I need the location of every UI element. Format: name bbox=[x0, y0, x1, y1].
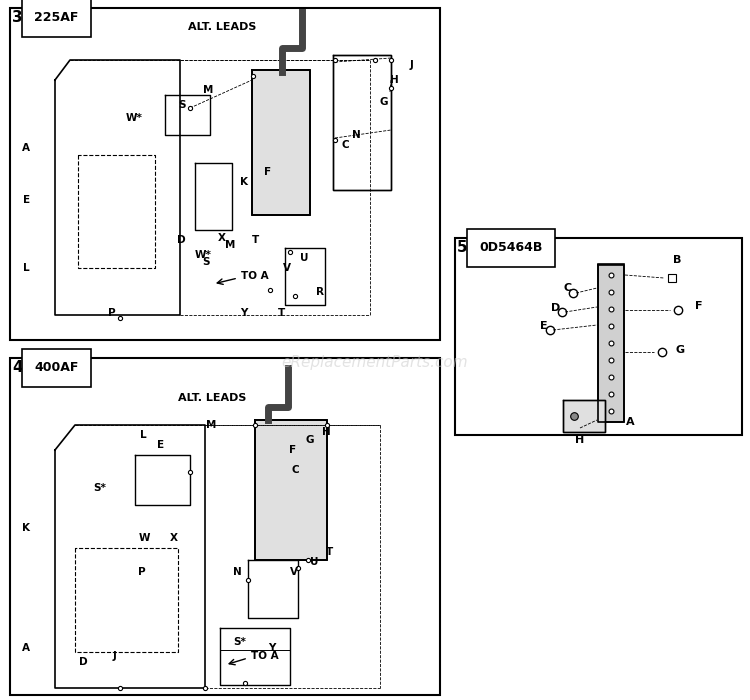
Text: F: F bbox=[264, 167, 272, 177]
Text: TO A: TO A bbox=[251, 651, 279, 661]
Text: T: T bbox=[326, 547, 333, 557]
Text: L: L bbox=[23, 263, 30, 273]
Text: W*: W* bbox=[126, 113, 143, 123]
Text: S*: S* bbox=[233, 637, 246, 647]
Text: F: F bbox=[289, 445, 296, 455]
Text: J: J bbox=[410, 60, 414, 70]
Text: M: M bbox=[206, 420, 216, 430]
Text: C: C bbox=[342, 140, 350, 150]
Text: S: S bbox=[202, 257, 210, 267]
Text: 0D5464B: 0D5464B bbox=[479, 241, 542, 254]
Text: D: D bbox=[177, 235, 186, 245]
Text: U: U bbox=[300, 253, 308, 263]
Text: H: H bbox=[390, 75, 399, 85]
Text: K: K bbox=[240, 177, 248, 187]
Bar bbox=[10, 8, 440, 340]
Text: X: X bbox=[218, 233, 226, 243]
Bar bbox=[252, 70, 310, 215]
Text: N: N bbox=[352, 130, 361, 140]
Text: P: P bbox=[108, 308, 116, 318]
Text: E: E bbox=[540, 321, 548, 331]
Text: Y: Y bbox=[240, 308, 248, 318]
Text: R: R bbox=[316, 287, 324, 297]
Text: S: S bbox=[178, 100, 186, 110]
Text: G: G bbox=[380, 97, 388, 107]
Text: W: W bbox=[139, 533, 150, 543]
Text: L: L bbox=[140, 430, 147, 440]
Text: eReplacementParts.com: eReplacementParts.com bbox=[282, 354, 468, 370]
Text: A: A bbox=[626, 417, 634, 427]
Text: Y: Y bbox=[268, 643, 275, 653]
Text: T: T bbox=[252, 235, 260, 245]
Text: V: V bbox=[283, 263, 291, 273]
Text: 5.): 5.) bbox=[457, 240, 480, 255]
Text: K: K bbox=[22, 523, 30, 533]
Text: C: C bbox=[564, 283, 572, 293]
Text: H: H bbox=[575, 435, 585, 445]
Text: 3.): 3.) bbox=[12, 10, 35, 25]
Text: V: V bbox=[290, 567, 298, 577]
Text: ALT. LEADS: ALT. LEADS bbox=[178, 393, 246, 403]
Text: E: E bbox=[22, 195, 30, 205]
Bar bbox=[10, 358, 440, 695]
Text: A: A bbox=[22, 143, 30, 153]
Text: G: G bbox=[675, 345, 684, 355]
Text: ALT. LEADS: ALT. LEADS bbox=[188, 22, 256, 32]
Text: TO A: TO A bbox=[241, 271, 268, 281]
Text: M: M bbox=[225, 240, 236, 250]
Text: 4.): 4.) bbox=[12, 360, 35, 375]
Text: G: G bbox=[306, 435, 314, 445]
Bar bbox=[563, 400, 605, 432]
Text: S*: S* bbox=[93, 483, 106, 493]
Text: N: N bbox=[233, 567, 242, 577]
Text: H: H bbox=[322, 427, 331, 437]
Text: B: B bbox=[673, 255, 681, 265]
Text: D: D bbox=[80, 657, 88, 667]
Text: A: A bbox=[22, 643, 30, 653]
Text: M: M bbox=[202, 85, 213, 95]
Text: U: U bbox=[310, 557, 319, 567]
Text: F: F bbox=[695, 301, 703, 311]
Text: D: D bbox=[550, 303, 560, 313]
Text: P: P bbox=[138, 567, 146, 577]
Text: J: J bbox=[112, 651, 116, 661]
Bar bbox=[455, 238, 742, 435]
Bar bbox=[598, 264, 624, 422]
Bar bbox=[333, 55, 391, 190]
Bar bbox=[255, 420, 327, 560]
Text: X: X bbox=[170, 533, 178, 543]
Text: C: C bbox=[292, 465, 299, 475]
Text: E: E bbox=[157, 440, 164, 450]
Text: 225AF: 225AF bbox=[34, 11, 78, 24]
Text: W*: W* bbox=[195, 250, 212, 260]
Text: T: T bbox=[278, 308, 286, 318]
Text: 400AF: 400AF bbox=[34, 361, 78, 374]
